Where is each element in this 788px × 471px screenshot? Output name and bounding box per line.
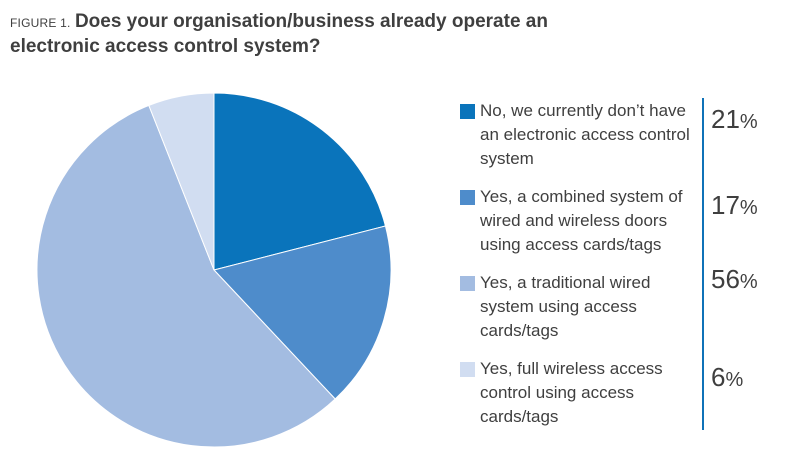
percent-sign: % bbox=[739, 197, 758, 219]
chart-title: Does your organisation/business already … bbox=[10, 11, 548, 57]
percent-value-traditional-wired: 56% bbox=[711, 264, 758, 295]
percent-number: 21 bbox=[711, 104, 740, 134]
legend-item-no-system: No, we currently don’t have an electroni… bbox=[458, 98, 708, 184]
legend-swatch bbox=[460, 362, 475, 377]
legend-item-traditional-wired: Yes, a traditional wired system using ac… bbox=[458, 270, 708, 356]
pie-slice-combined bbox=[213, 225, 392, 400]
legend-label: Yes, a combined system of wired and wire… bbox=[480, 187, 683, 254]
percent-number: 17 bbox=[711, 190, 740, 220]
legend-swatch bbox=[460, 276, 475, 291]
pie-slice-traditional-wired bbox=[36, 104, 336, 448]
percent-number: 6 bbox=[711, 362, 726, 392]
percent-sign: % bbox=[739, 271, 758, 293]
figure-number: FIGURE 1. bbox=[10, 16, 71, 30]
legend-swatch bbox=[460, 104, 475, 119]
percent-sign: % bbox=[725, 369, 744, 391]
legend-label: No, we currently don’t have an electroni… bbox=[480, 101, 690, 168]
percent-sign: % bbox=[739, 111, 758, 133]
percent-value-combined: 17% bbox=[711, 190, 758, 221]
legend: No, we currently don’t have an electroni… bbox=[458, 98, 708, 442]
pie-slice-full-wireless bbox=[148, 92, 215, 271]
legend-divider bbox=[702, 98, 704, 430]
pie-slice-no-system bbox=[213, 92, 387, 271]
legend-label: Yes, a traditional wired system using ac… bbox=[480, 273, 651, 340]
chart-title-block: FIGURE 1. Does your organisation/busines… bbox=[10, 10, 570, 60]
legend-swatch bbox=[460, 190, 475, 205]
percent-value-no-system: 21% bbox=[711, 104, 758, 135]
legend-item-combined: Yes, a combined system of wired and wire… bbox=[458, 184, 708, 270]
legend-label: Yes, full wireless access control using … bbox=[480, 359, 663, 426]
legend-item-full-wireless: Yes, full wireless access control using … bbox=[458, 356, 708, 442]
percent-number: 56 bbox=[711, 264, 740, 294]
percent-value-full-wireless: 6% bbox=[711, 362, 743, 393]
